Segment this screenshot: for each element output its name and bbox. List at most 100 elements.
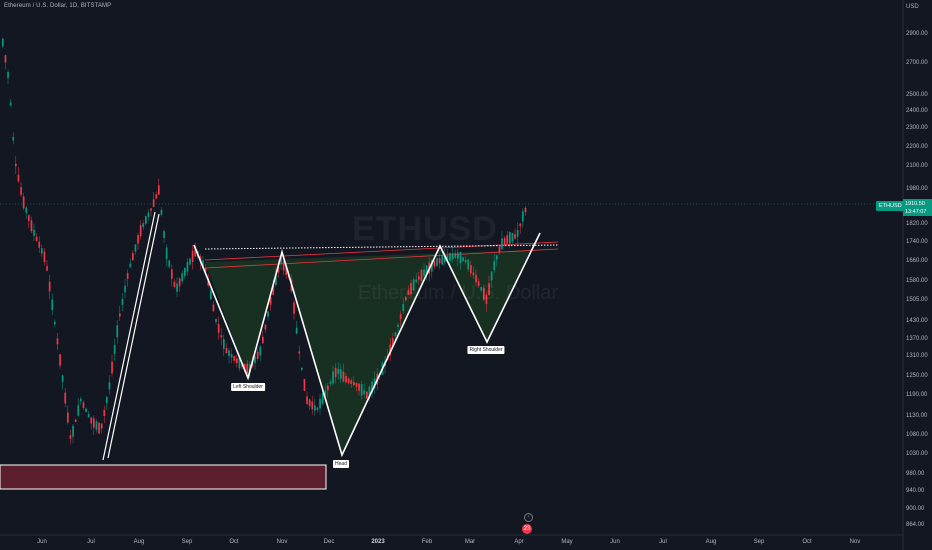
candle-body [217,324,220,333]
candle-body [215,319,217,323]
price-tick: 2900.00 [906,31,928,37]
price-tick: 2400.00 [906,108,928,114]
candle-body [230,354,233,358]
candle-body [366,391,368,399]
candle-body [275,275,277,285]
trend-line-b[interactable] [107,213,160,459]
candle-body [25,207,28,213]
candle-body [236,358,238,364]
support-zone[interactable] [0,464,327,490]
candle-body [314,405,316,411]
candle-body [238,357,241,369]
candle-body [438,258,441,264]
price-tick: 1130.00 [906,413,928,419]
candle-body [262,336,264,344]
candle-body [191,250,194,263]
time-tick: Jul [87,539,95,545]
candle-body [59,354,61,366]
candle-body [285,266,288,275]
candle-body [142,223,145,228]
candle-body [522,211,524,222]
candle-body [446,255,449,260]
candle-body [301,367,303,370]
event-icon[interactable]: 23 [522,524,532,534]
head-and-shoulders-line[interactable] [193,232,541,458]
candle-body [415,279,418,283]
candle-body [171,269,173,279]
candle-body [506,235,509,244]
candle-body [394,332,397,337]
candle-body [111,361,113,374]
candle-body [181,273,184,282]
candle-body [38,241,41,248]
time-tick: Jul [659,539,667,545]
time-tick: Apr [514,539,524,545]
candle-body [233,356,236,361]
candle-body [220,335,223,338]
candle-body [308,399,311,407]
head-label[interactable]: Head [333,460,349,468]
candle-body [69,435,72,439]
candle-body [412,279,415,291]
candle-body [134,244,137,252]
candle-body [51,299,54,311]
candle-body [462,257,464,262]
candle-body [397,324,399,327]
candle-body [87,414,90,418]
candle-body [35,236,38,241]
price-tick: 900.00 [906,506,925,512]
price-tick: 940.00 [906,488,925,494]
candle-body [327,385,329,391]
candle-body [20,187,22,195]
left-shoulder-label[interactable]: Left Shoulder [231,383,265,391]
candle-body [61,375,64,382]
candle-body [173,281,176,288]
candle-body [165,247,168,259]
candle-body [243,364,246,370]
candle-body [119,313,121,317]
time-tick: Feb [421,539,433,545]
candle-body [12,136,15,141]
candle-body [33,229,35,236]
candle-body [441,255,444,265]
candle-body [329,381,332,384]
candle-body [212,304,215,312]
time-tick: Dec [323,539,335,545]
candle-body [204,267,207,272]
candle-body [511,233,514,242]
candle-body [353,381,355,386]
price-tick: 1740.00 [906,239,928,245]
candle-body [345,375,347,383]
candle-body [145,216,147,224]
candle-body [246,363,249,374]
candles [2,37,527,445]
flash-icon[interactable]: ⚡ [524,513,533,522]
trend-line-a[interactable] [102,211,156,461]
time-tick: Oct [229,539,239,545]
candle-body [267,311,269,317]
candle-body [496,255,498,260]
candle-body [46,266,48,271]
candle-body [337,368,340,374]
candle-body [85,408,87,413]
time-tick: Jun [610,539,620,545]
price-tick: 1030.00 [906,451,928,457]
candle-body [464,260,467,263]
price-tick: 2300.00 [906,125,928,131]
price-tick: 1190.00 [906,392,928,398]
time-tick: Jun [37,539,47,545]
candle-body [306,396,308,405]
candle-body [280,257,282,264]
time-tick: May [561,539,573,545]
right-shoulder-label[interactable]: Right Shoulder [467,346,505,354]
candle-body [483,288,485,300]
candle-body [103,410,106,416]
candle-body [137,235,139,244]
candle-body [43,251,46,262]
candle-body [368,386,371,396]
candle-body [28,215,30,221]
candle-body [176,283,178,292]
neckline-upper[interactable] [204,241,559,261]
time-tick: Sep [181,539,193,545]
